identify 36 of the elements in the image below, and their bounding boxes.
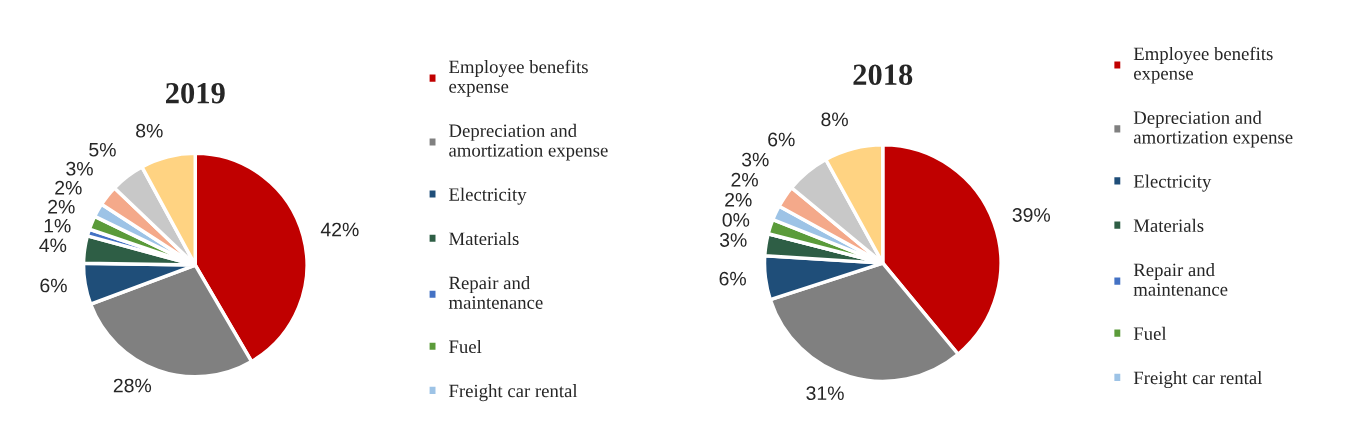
data-label: 4% xyxy=(39,238,67,253)
legend-label: Materials xyxy=(449,231,519,246)
data-label: 8% xyxy=(821,112,848,127)
legend-label: Electricity xyxy=(1133,174,1212,192)
data-label: 2% xyxy=(725,192,752,207)
data-label: 3% xyxy=(741,152,769,167)
legend-label: Depreciation and amortization expense xyxy=(1133,110,1293,148)
legend-label: Employee benefits expense xyxy=(1133,46,1273,84)
legend-label: Repair and maintenance xyxy=(1133,263,1228,296)
data-label: 8% xyxy=(136,123,163,138)
data-label: 2% xyxy=(55,180,82,195)
data-label: 3% xyxy=(66,161,93,176)
data-label: 31% xyxy=(806,386,844,401)
text: 2019 xyxy=(165,82,225,104)
legend-label: Freight car rental xyxy=(449,384,578,402)
data-label: 28% xyxy=(113,378,152,393)
legend-label: Electricity xyxy=(449,187,527,205)
data-label: 2% xyxy=(731,172,758,187)
data-label: 39% xyxy=(1012,208,1051,222)
legend-label: Fuel xyxy=(449,339,482,354)
legend-label: Fuel xyxy=(1133,326,1167,341)
text: 0% xyxy=(722,213,750,227)
data-label: 6% xyxy=(719,271,746,286)
legend-label: Repair and maintenance xyxy=(448,276,543,309)
legend-label: Materials xyxy=(1133,218,1204,233)
legend-label: Depreciation and amortization expense xyxy=(449,123,608,161)
data-label: 42% xyxy=(320,222,359,237)
data-label: 6% xyxy=(768,132,795,147)
data-label: 1% xyxy=(44,218,71,233)
legend-label: Freight car rental xyxy=(1133,371,1262,389)
data-label: 3% xyxy=(719,233,747,247)
data-label: 2% xyxy=(48,199,75,214)
chart-title: 2018 xyxy=(853,64,913,86)
legend-label: Employee benefits expense xyxy=(449,59,588,97)
data-label: 6% xyxy=(40,278,67,293)
data-label: 5% xyxy=(89,142,116,157)
